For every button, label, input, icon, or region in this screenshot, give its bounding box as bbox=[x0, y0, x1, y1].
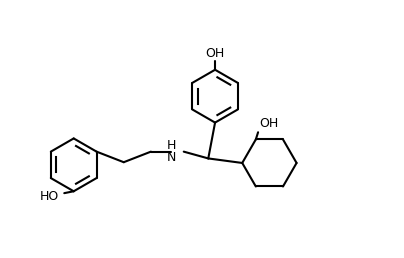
Text: OH: OH bbox=[206, 47, 225, 60]
Text: HO: HO bbox=[40, 190, 59, 203]
Text: OH: OH bbox=[259, 117, 278, 130]
Text: H
N: H N bbox=[167, 139, 177, 164]
